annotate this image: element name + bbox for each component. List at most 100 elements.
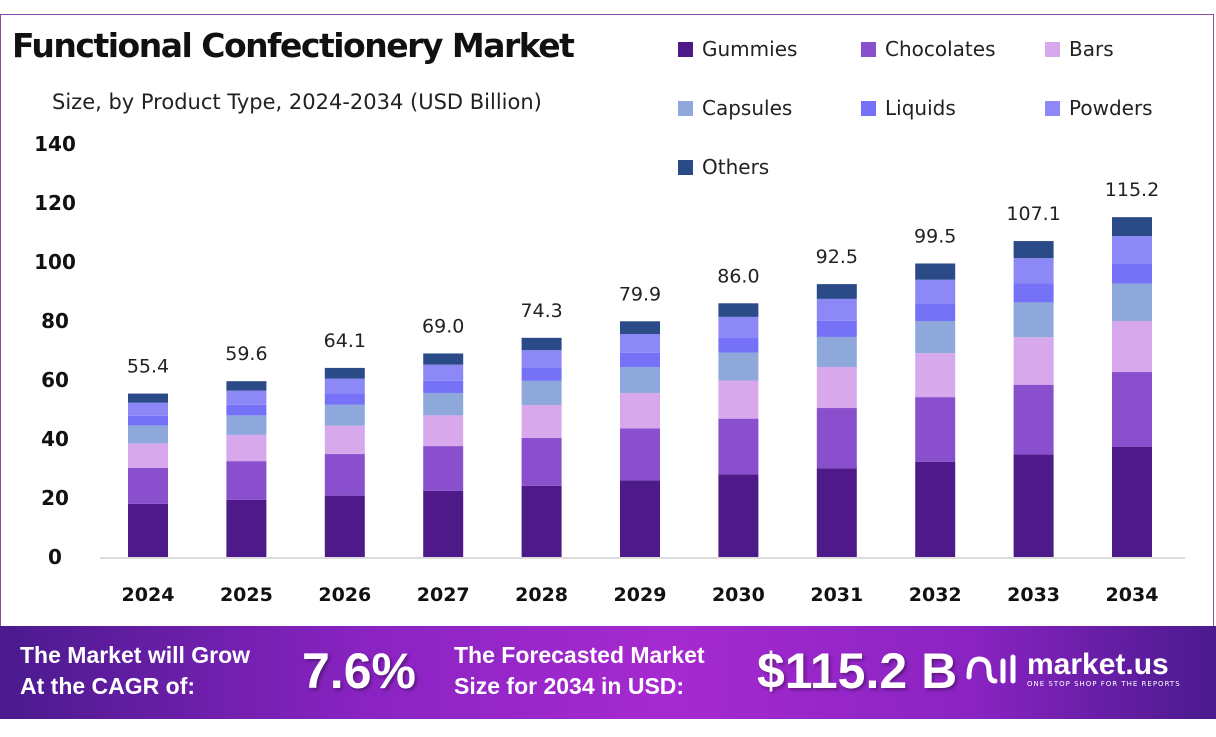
bar-segment-bars [915, 353, 956, 398]
bar-segment-others [423, 353, 464, 365]
cagr-label: The Market will Grow At the CAGR of: [20, 640, 250, 702]
bar-segment-gummies [324, 495, 365, 557]
x-tick-label: 2027 [417, 584, 470, 606]
total-label: 115.2 [1105, 179, 1159, 201]
total-label: 79.9 [619, 283, 661, 305]
bar-segment-capsules [226, 415, 267, 435]
bar-segment-powders [816, 298, 857, 321]
bar-segment-bars [718, 380, 759, 419]
bar-segment-capsules [324, 404, 365, 426]
bar-segment-powders [128, 402, 168, 416]
bar-segment-gummies [620, 480, 660, 557]
bar-segment-gummies [1013, 454, 1054, 557]
chart-title: Functional Confectionery Market [12, 26, 575, 65]
x-tick-label: 2029 [614, 584, 667, 606]
legend-swatch [861, 100, 876, 116]
legend-swatch [678, 41, 693, 57]
bar-segment-others [620, 321, 660, 334]
bar-segment-others [128, 393, 168, 403]
bar-segment-capsules [423, 392, 464, 416]
bar-segment-capsules [521, 380, 562, 406]
logo-tagline: ONE STOP SHOP FOR THE REPORTS [1027, 680, 1181, 688]
bar-segment-gummies [128, 503, 168, 557]
x-tick-label: 2033 [1007, 584, 1060, 606]
bar-segment-liquids [718, 337, 759, 353]
bar-segment-others [718, 303, 759, 317]
bar-segment-capsules [620, 367, 660, 393]
legend-label: Liquids [885, 96, 956, 120]
bar-segment-liquids [226, 404, 267, 416]
bar-segment-chocolates [521, 437, 562, 486]
logo-name: market.us [1027, 648, 1169, 681]
x-tick-label: 2025 [220, 584, 273, 606]
total-label: 92.5 [816, 246, 858, 268]
bar-segment-gummies [816, 468, 857, 557]
legend-swatch [1045, 41, 1060, 57]
bar-segment-powders [718, 316, 759, 338]
bar-segment-bars [1013, 337, 1054, 385]
y-tick-label: 60 [41, 368, 69, 392]
bar-segment-bars [423, 415, 464, 447]
bar-segment-bars [324, 425, 365, 455]
y-tick-label: 20 [41, 486, 69, 510]
total-label: 107.1 [1006, 203, 1060, 225]
cagr-label-line-2: At the CAGR of: [20, 673, 196, 699]
bar-segment-others [915, 263, 956, 280]
legend-swatch [678, 159, 693, 175]
bar-segment-powders [620, 333, 660, 353]
bar-segment-chocolates [1112, 372, 1152, 447]
bar-segment-liquids [620, 352, 660, 368]
bar-segment-liquids [1013, 283, 1054, 303]
bar-segment-gummies [521, 485, 562, 557]
legend-item-gummies: Gummies [678, 37, 797, 61]
bar-segment-gummies [423, 490, 464, 557]
bar-segment-powders [324, 378, 365, 394]
bar-segment-capsules [128, 425, 168, 444]
bar-segment-others [324, 367, 365, 379]
bar-segment-chocolates [423, 446, 464, 491]
size-label-line-1: The Forecasted Market [454, 642, 705, 668]
bar-segment-chocolates [915, 397, 956, 462]
x-tick-label: 2034 [1106, 584, 1159, 606]
y-tick-label: 140 [34, 132, 76, 156]
bar-segment-powders [521, 350, 562, 368]
total-label: 86.0 [717, 265, 759, 287]
bar-segment-bars [1112, 321, 1152, 373]
bar-segment-chocolates [718, 418, 759, 475]
legend-swatch [678, 100, 693, 116]
total-label: 69.0 [422, 315, 464, 337]
y-tick-label: 120 [34, 191, 76, 215]
legend-item-bars: Bars [1045, 37, 1114, 61]
bar-segment-others [226, 381, 267, 391]
total-label: 99.5 [914, 225, 956, 247]
y-tick-label: 80 [41, 309, 69, 333]
bar-segment-others [1013, 241, 1054, 259]
bar-segment-liquids [816, 320, 857, 337]
size-value: $115.2 B [757, 643, 958, 699]
bar-segment-powders [423, 364, 464, 381]
bar-segment-chocolates [128, 467, 168, 504]
bar-segment-gummies [718, 474, 759, 557]
bar-segment-bars [620, 392, 660, 429]
stacked-bar-chart: 0 20 40 60 80 100 120 140 55.4 2024 59.6 2025 64.1 20… [34, 132, 1185, 606]
bar-segment-powders [1112, 236, 1152, 264]
bar-segment-chocolates [226, 461, 267, 500]
bar-segment-capsules [915, 321, 956, 354]
legend-label: Bars [1069, 37, 1114, 61]
total-label: 64.1 [324, 330, 366, 352]
bar-segment-chocolates [1013, 384, 1054, 455]
bar-segment-gummies [226, 499, 267, 557]
bar-segment-others [521, 337, 562, 351]
bar-segment-capsules [718, 352, 759, 381]
size-label: The Forecasted Market Size for 2034 in U… [454, 640, 705, 702]
bar-segment-liquids [423, 380, 464, 393]
bar-segment-gummies [915, 461, 956, 557]
total-label: 74.3 [520, 300, 562, 322]
market-us-logo: market.us ONE STOP SHOP FOR THE REPORTS [965, 650, 1181, 688]
legend-swatch [861, 41, 876, 57]
bar-segment-chocolates [620, 428, 660, 481]
legend-swatch [1045, 100, 1060, 116]
bar-segment-powders [226, 390, 267, 405]
x-tick-label: 2026 [318, 584, 371, 606]
y-tick-label: 0 [48, 545, 62, 569]
